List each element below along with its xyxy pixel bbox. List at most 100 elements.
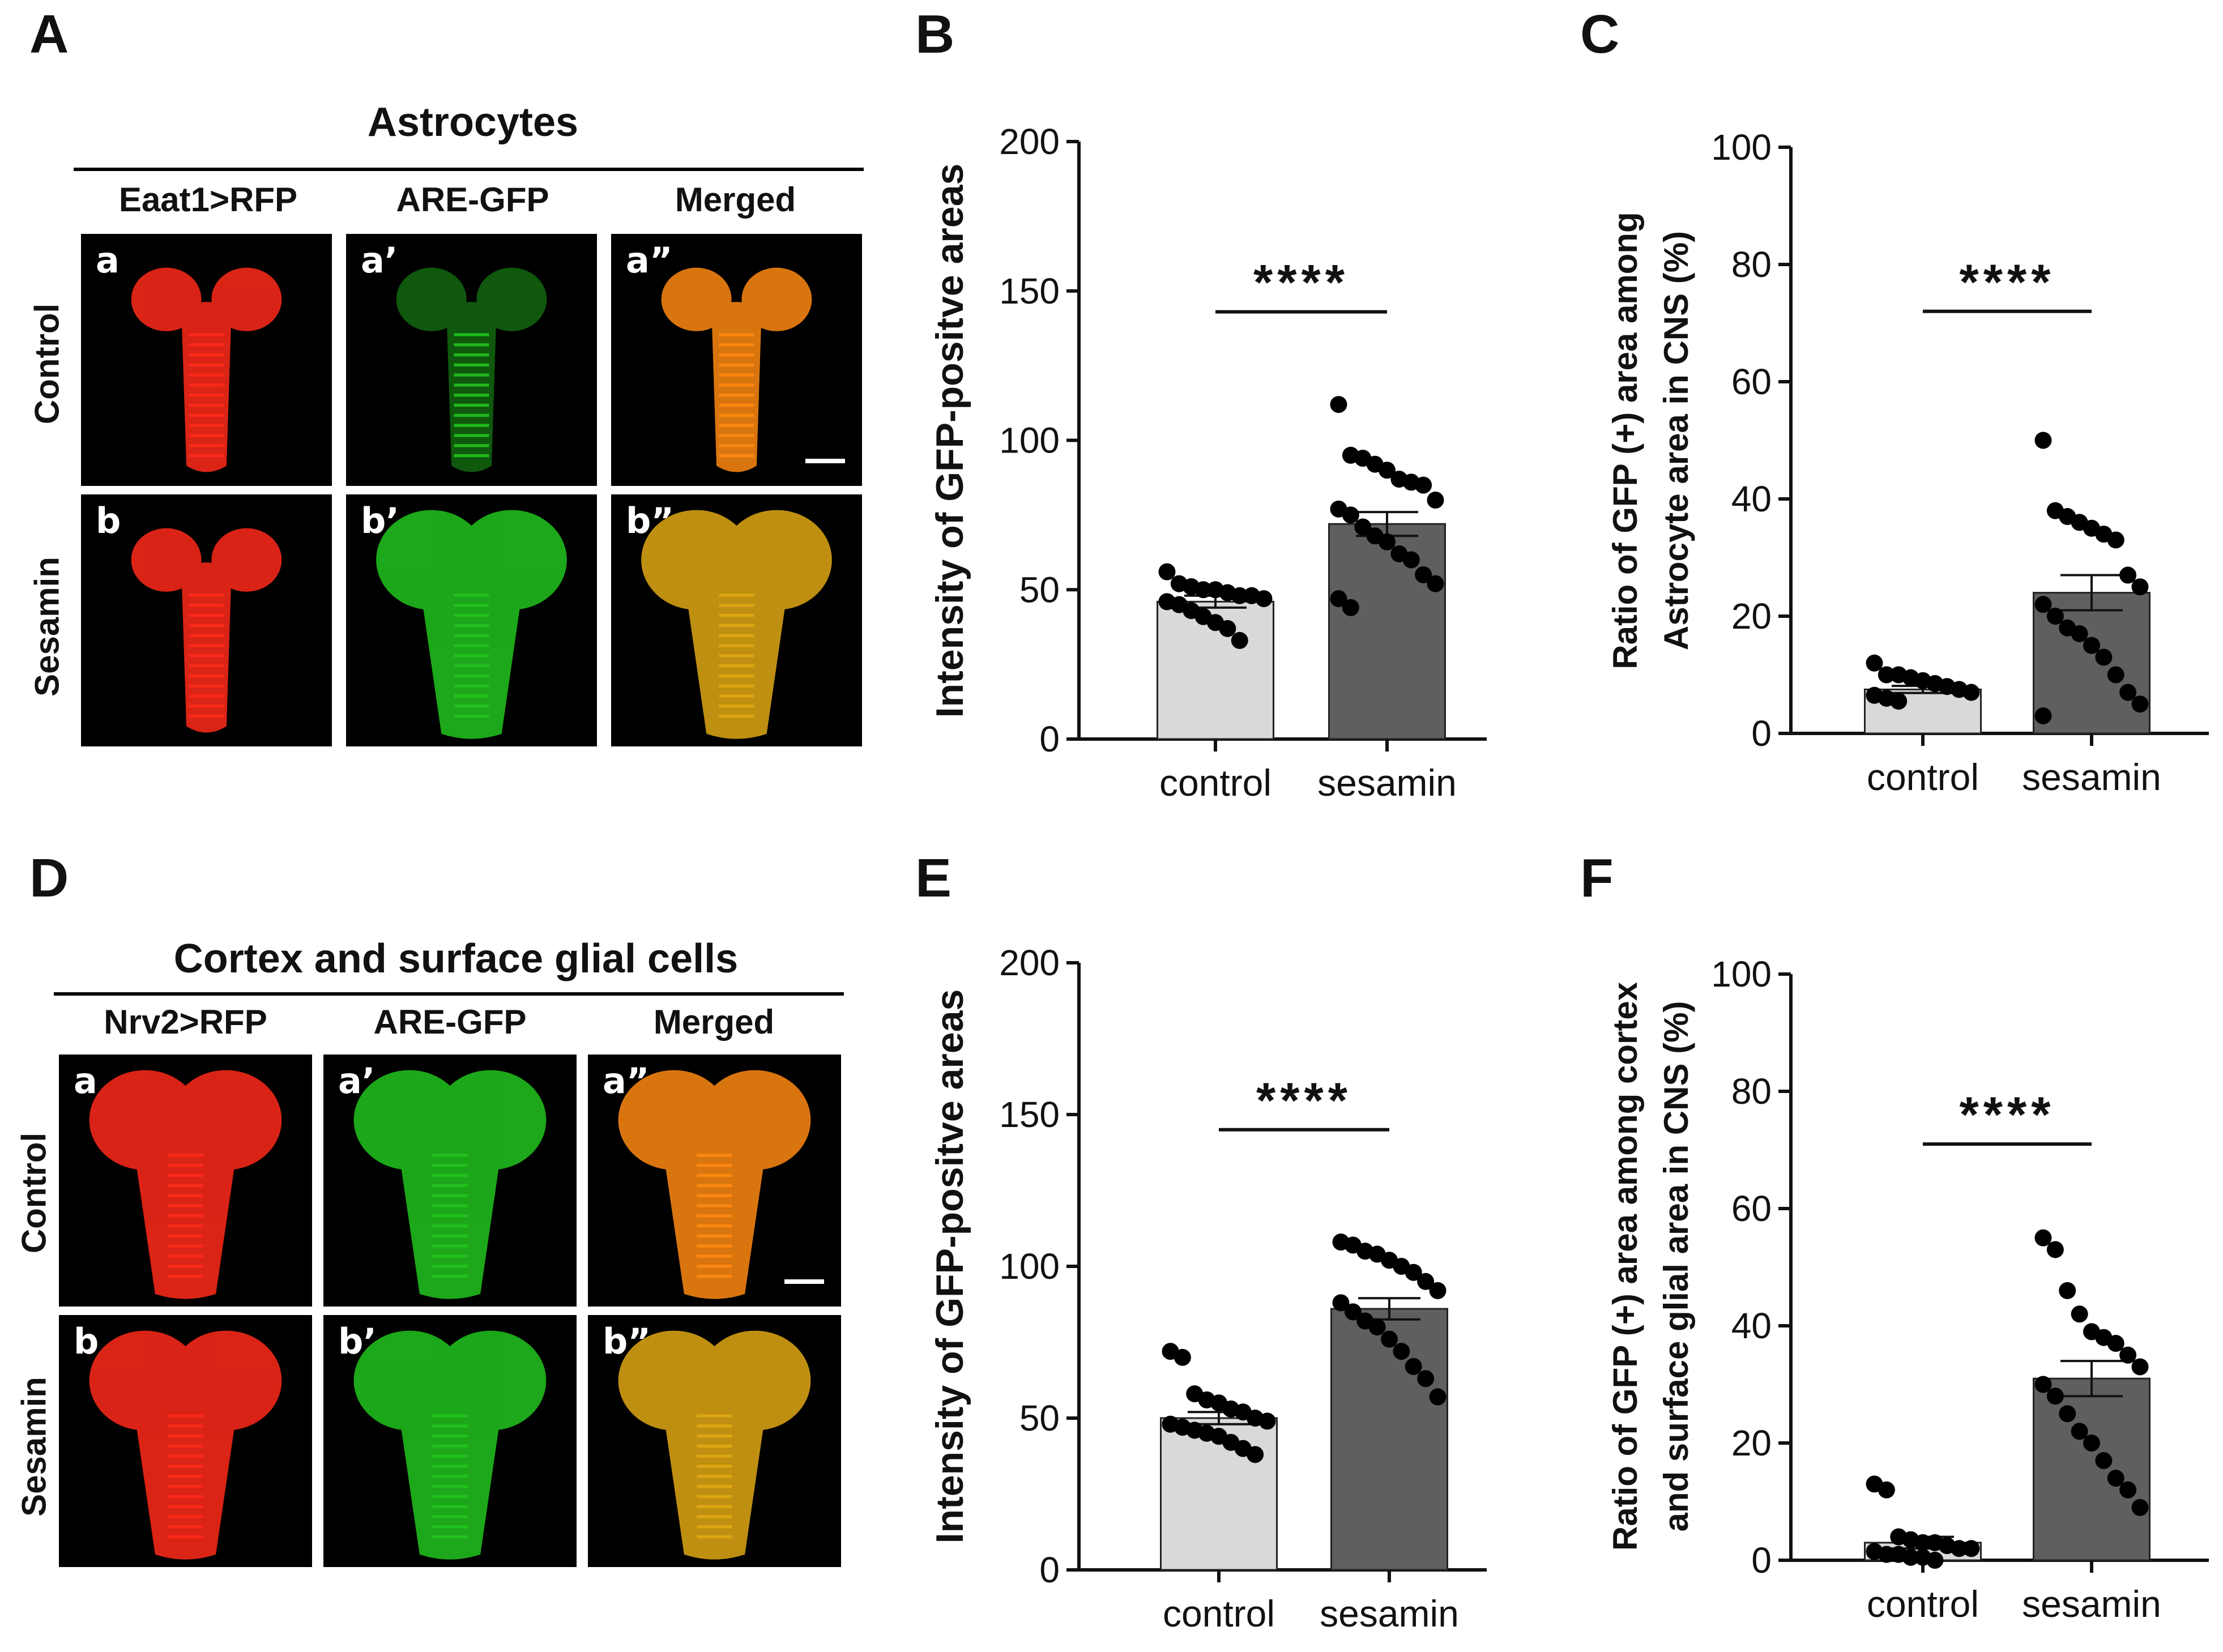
data-point-b-sesamin <box>1342 599 1359 616</box>
data-point-f-sesamin <box>2119 1481 2137 1499</box>
y-axis-title-c: Astrocyte area in CNS (%) <box>1657 231 1695 650</box>
data-point-b-sesamin <box>1342 506 1359 524</box>
x-tick-label-e: control <box>1163 1593 1275 1634</box>
y-tick-label-f: 100 <box>1711 954 1772 994</box>
panel-letter-b: B <box>915 4 955 65</box>
micrograph-d-sesamin-1: b <box>59 1315 312 1567</box>
group-a-col-3: Merged <box>675 181 796 219</box>
data-point-e-control <box>1247 1446 1264 1463</box>
micrograph-label: a’ <box>361 240 398 281</box>
y-tick-label-c: 60 <box>1731 361 1772 402</box>
micrograph-label: a <box>74 1060 97 1102</box>
data-point-e-sesamin <box>1429 1282 1447 1299</box>
data-point-b-control <box>1219 620 1236 637</box>
significance-label-f: **** <box>1960 1086 2055 1142</box>
group-d-col-3: Merged <box>653 1003 775 1041</box>
y-tick-label-f: 20 <box>1731 1423 1772 1463</box>
panel-letter-c: C <box>1580 4 1620 65</box>
data-point-c-sesamin <box>2034 432 2052 449</box>
y-tick-label-c: 0 <box>1751 713 1772 754</box>
x-tick-label-e: sesamin <box>1320 1593 1459 1634</box>
data-point-c-sesamin <box>2034 596 2052 613</box>
data-point-e-sesamin <box>1344 1303 1362 1321</box>
micrograph-label: b <box>96 500 121 541</box>
data-point-e-sesamin <box>1417 1370 1435 1388</box>
data-point-b-sesamin <box>1427 575 1444 592</box>
data-point-c-sesamin <box>2119 566 2137 584</box>
micrograph-d-sesamin-3: b” <box>588 1315 841 1567</box>
group-d-col-2: ARE-GFP <box>373 1003 527 1041</box>
y-axis-title-c: Ratio of GFP (+) area among <box>1606 212 1644 669</box>
data-point-c-control <box>1866 654 1883 672</box>
data-point-e-sesamin <box>1417 1273 1435 1290</box>
data-point-e-control <box>1174 1348 1191 1366</box>
scale-bar <box>805 459 845 463</box>
micrograph-d-control-3: a” <box>588 1055 841 1307</box>
data-point-e-sesamin <box>1405 1358 1422 1375</box>
x-tick-label-b: sesamin <box>1317 762 1457 804</box>
micrograph-a-sesamin-3: b” <box>611 494 862 746</box>
micrograph-label: b <box>74 1321 99 1362</box>
data-point-f-sesamin <box>2034 1376 2052 1393</box>
y-tick-label-e: 50 <box>1019 1398 1060 1438</box>
y-axis-title-f: Ratio of GFP (+) area among cortex <box>1606 982 1644 1551</box>
data-point-f-sesamin <box>2046 1388 2064 1405</box>
group-d-rule <box>54 992 844 996</box>
data-point-e-sesamin <box>1405 1263 1422 1281</box>
data-point-e-sesamin <box>1381 1330 1398 1348</box>
data-point-c-sesamin <box>2071 625 2088 643</box>
data-point-b-sesamin <box>1402 551 1420 569</box>
significance-label-b: **** <box>1253 254 1349 310</box>
data-point-c-sesamin <box>2119 684 2137 701</box>
data-point-f-sesamin <box>2119 1346 2137 1364</box>
y-tick-label-f: 0 <box>1751 1540 1772 1581</box>
group-a-rule <box>74 168 864 171</box>
micrograph-label: a’ <box>338 1060 376 1102</box>
data-point-e-sesamin <box>1368 1318 1386 1336</box>
data-point-f-sesamin <box>2107 1470 2124 1487</box>
panel-letter-e: E <box>915 848 952 908</box>
micrograph-d-control-1: a <box>59 1055 312 1307</box>
data-point-f-sesamin <box>2071 1305 2088 1323</box>
significance-label-c: **** <box>1960 254 2055 310</box>
y-tick-label-f: 80 <box>1731 1071 1772 1112</box>
y-tick-label-f: 60 <box>1731 1188 1772 1229</box>
data-point-b-control <box>1158 563 1176 580</box>
data-point-b-sesamin <box>1415 566 1432 583</box>
data-point-c-control <box>1878 666 1895 684</box>
data-point-b-control <box>1231 631 1248 649</box>
data-point-b-control <box>1255 590 1273 608</box>
micrograph-a-control-2: a’ <box>346 234 597 486</box>
data-point-b-sesamin <box>1330 590 1347 608</box>
micrograph-label: b” <box>603 1321 651 1362</box>
micrograph-a-sesamin-2: b’ <box>346 494 597 746</box>
data-point-b-sesamin <box>1427 492 1444 509</box>
data-point-c-control <box>1962 684 1980 701</box>
significance-label-e: **** <box>1256 1072 1352 1128</box>
panel-letter-a: A <box>29 4 69 65</box>
group-a-title: Astrocytes <box>367 100 579 145</box>
micrograph-d-control-2: a’ <box>323 1055 577 1307</box>
data-point-c-sesamin <box>2083 637 2100 654</box>
data-point-f-sesamin <box>2131 1358 2149 1376</box>
y-tick-label-c: 80 <box>1731 244 1772 285</box>
data-point-b-sesamin <box>1354 518 1372 536</box>
y-axis-title-b: Intensity of GFP-positve areas <box>928 164 971 718</box>
data-point-e-sesamin <box>1332 1294 1350 1312</box>
micrograph-label: b” <box>626 500 675 541</box>
data-point-f-control <box>1902 1548 1919 1566</box>
data-point-b-control <box>1231 587 1248 604</box>
y-tick-label-b: 150 <box>999 271 1060 311</box>
data-point-f-control <box>1878 1481 1895 1499</box>
data-point-c-sesamin <box>2095 648 2113 666</box>
x-tick-label-f: sesamin <box>2022 1583 2161 1625</box>
micrograph-label: a <box>96 240 120 281</box>
micrograph-a-control-1: a <box>81 234 332 486</box>
y-tick-label-c: 100 <box>1711 127 1772 168</box>
bar-e-sesamin <box>1330 1308 1448 1571</box>
data-point-b-sesamin <box>1330 396 1347 413</box>
data-point-f-sesamin <box>2059 1405 2076 1423</box>
panel-letter-d: D <box>29 848 69 908</box>
data-point-e-sesamin <box>1393 1343 1410 1360</box>
